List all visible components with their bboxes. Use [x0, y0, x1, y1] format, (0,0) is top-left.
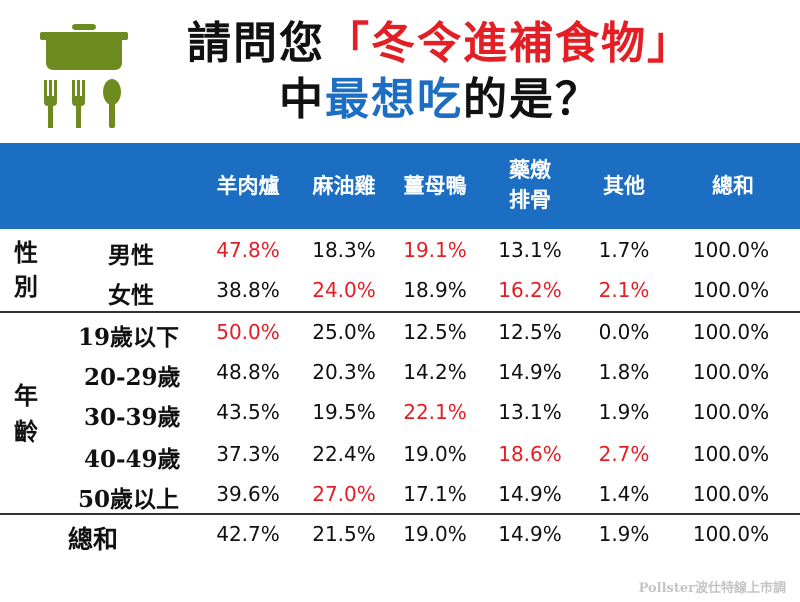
- table-cell: 100.0%: [692, 442, 770, 466]
- table-cell: 37.3%: [216, 442, 280, 466]
- source-footer: Pollster波仕特線上市調: [638, 581, 786, 596]
- table-cell: 13.1%: [498, 238, 562, 262]
- section-divider: [0, 311, 800, 313]
- title-prefix: 中: [279, 74, 325, 125]
- table-cell: 100.0%: [692, 238, 770, 262]
- table-cell: 100.0%: [692, 400, 770, 424]
- pot-icon: [40, 24, 128, 70]
- table-cell: 100.0%: [692, 522, 770, 546]
- table-cell: 22.4%: [312, 442, 376, 466]
- table-cell: 16.2%: [498, 278, 562, 302]
- table-cell: 48.8%: [216, 360, 280, 384]
- table-cell: 20.3%: [312, 360, 376, 384]
- table-cell: 1.8%: [598, 360, 650, 384]
- column-header: 羊肉爐: [216, 174, 280, 198]
- table-cell: 1.9%: [598, 522, 650, 546]
- title-highlight: 「冬令進補食物」: [325, 18, 693, 69]
- title-prefix: 請問您: [187, 18, 325, 69]
- table-header: 羊肉爐 麻油雞 薑母鴨 藥燉 排骨 其他 總和: [0, 143, 800, 229]
- table-cell: 1.7%: [598, 238, 650, 262]
- row-label: 40-49歲: [84, 446, 181, 473]
- table-cell: 24.0%: [312, 278, 376, 302]
- table-cell: 43.5%: [216, 400, 280, 424]
- table-cell: 14.9%: [498, 482, 562, 506]
- page-title-line2: 中最想吃的是？: [140, 74, 740, 126]
- table-cell: 13.1%: [498, 400, 562, 424]
- table-cell: 18.6%: [498, 442, 562, 466]
- column-header: 薑母鴨: [403, 174, 467, 198]
- table-cell: 22.1%: [403, 400, 467, 424]
- row-label: 50歲以上: [78, 486, 180, 513]
- table-cell: 21.5%: [312, 522, 376, 546]
- table-cell: 1.9%: [598, 400, 650, 424]
- row-label: 女性: [108, 282, 154, 309]
- page-title-line1: 請問您「冬令進補食物」: [140, 18, 740, 70]
- row-label: 男性: [108, 242, 154, 269]
- table-cell: 27.0%: [312, 482, 376, 506]
- table-cell: 19.0%: [403, 522, 467, 546]
- table-cell: 19.0%: [403, 442, 467, 466]
- pot-fork-spoon-logo: [40, 24, 128, 128]
- row-label-total: 總和: [68, 525, 119, 554]
- row-label: 19歲以下: [78, 324, 180, 351]
- table-cell: 100.0%: [692, 320, 770, 344]
- table-cell: 19.1%: [403, 238, 467, 262]
- table-cell: 47.8%: [216, 238, 280, 262]
- title-highlight: 最想吃: [325, 74, 463, 125]
- fork-icon: [44, 80, 57, 128]
- column-header: 其他: [603, 174, 645, 198]
- group-label-age: 年 齡: [14, 382, 38, 446]
- table-cell: 17.1%: [403, 482, 467, 506]
- table-cell: 100.0%: [692, 482, 770, 506]
- table-cell: 14.9%: [498, 522, 562, 546]
- table-cell: 0.0%: [598, 320, 650, 344]
- table-cell: 100.0%: [692, 360, 770, 384]
- table-cell: 18.3%: [312, 238, 376, 262]
- table-cell: 14.9%: [498, 360, 562, 384]
- title-suffix: 的是？: [463, 74, 601, 125]
- row-label: 30-39歲: [84, 404, 181, 431]
- table-cell: 25.0%: [312, 320, 376, 344]
- group-label-gender: 性 別: [14, 239, 38, 301]
- table-cell: 12.5%: [498, 320, 562, 344]
- column-header: 麻油雞: [312, 174, 376, 198]
- table-cell: 19.5%: [312, 400, 376, 424]
- row-label: 20-29歲: [84, 364, 181, 391]
- table-cell: 42.7%: [216, 522, 280, 546]
- table-cell: 1.4%: [598, 482, 650, 506]
- table-cell: 100.0%: [692, 278, 770, 302]
- column-header: 總和: [712, 174, 754, 198]
- table-cell: 50.0%: [216, 320, 280, 344]
- table-cell: 2.1%: [598, 278, 650, 302]
- table-cell: 39.6%: [216, 482, 280, 506]
- table-cell: 14.2%: [403, 360, 467, 384]
- table-cell: 18.9%: [403, 278, 467, 302]
- section-divider: [0, 513, 800, 515]
- spoon-icon: [103, 79, 121, 128]
- table-cell: 38.8%: [216, 278, 280, 302]
- fork-icon: [72, 80, 85, 128]
- column-header: 藥燉 排骨: [509, 158, 551, 212]
- table-cell: 2.7%: [598, 442, 650, 466]
- table-cell: 12.5%: [403, 320, 467, 344]
